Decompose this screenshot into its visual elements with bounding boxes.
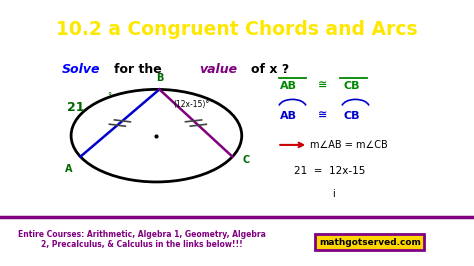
Text: AB: AB — [280, 111, 297, 120]
Text: ≅: ≅ — [318, 111, 327, 120]
Text: of x ?: of x ? — [251, 63, 290, 76]
Text: Entire Courses: Arithmetic, Algebra 1, Geometry, Algebra
2, Precalculus, & Calcu: Entire Courses: Arithmetic, Algebra 1, G… — [18, 230, 266, 249]
Text: 10.2 a Congruent Chords and Arcs: 10.2 a Congruent Chords and Arcs — [56, 20, 418, 39]
Text: i: i — [332, 189, 335, 199]
Text: A: A — [65, 164, 73, 174]
Text: AB: AB — [280, 81, 297, 91]
Text: B: B — [156, 73, 163, 83]
Text: CB: CB — [344, 81, 360, 91]
Text: °: ° — [107, 93, 111, 102]
Text: m∠AB = m∠CB: m∠AB = m∠CB — [310, 140, 388, 150]
Text: mathgotserved.com: mathgotserved.com — [319, 238, 420, 247]
Text: 21  =  12x-15: 21 = 12x-15 — [294, 166, 365, 176]
Text: Solve: Solve — [62, 63, 100, 76]
Text: 21: 21 — [67, 101, 84, 114]
Text: CB: CB — [344, 111, 360, 120]
Text: value: value — [199, 63, 237, 76]
Text: C: C — [243, 155, 250, 165]
Text: ≅: ≅ — [318, 81, 327, 91]
Text: (12x-15)°: (12x-15)° — [173, 100, 210, 109]
Text: for the: for the — [114, 63, 162, 76]
